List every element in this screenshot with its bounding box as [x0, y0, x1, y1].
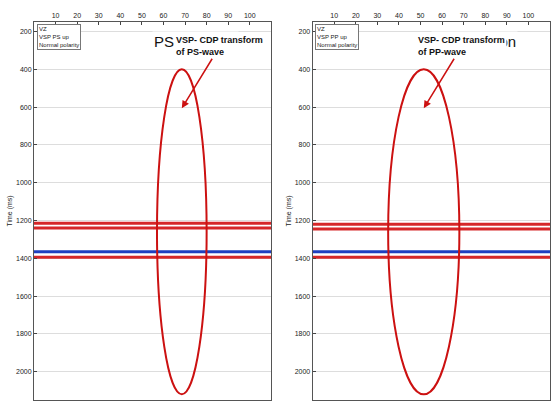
svg-text:VSP- CDP transformof PP-wave: VSP- CDP transformof PP-wave — [418, 35, 505, 57]
svg-text:1000: 1000 — [295, 179, 311, 186]
svg-text:1000: 1000 — [16, 179, 32, 186]
svg-text:VZVSP PS upNormal polarity: VZVSP PS upNormal polarity — [39, 26, 79, 48]
svg-text:1600: 1600 — [295, 293, 311, 300]
svg-text:1200: 1200 — [295, 217, 311, 224]
svg-text:1400: 1400 — [16, 255, 32, 262]
svg-text:200: 200 — [299, 28, 311, 35]
svg-text:100: 100 — [244, 12, 256, 19]
svg-text:30: 30 — [95, 12, 103, 19]
svg-text:1400: 1400 — [295, 255, 311, 262]
svg-text:1200: 1200 — [16, 217, 32, 224]
svg-text:2000: 2000 — [16, 368, 32, 375]
svg-text:70: 70 — [460, 12, 468, 19]
svg-text:40: 40 — [395, 12, 403, 19]
svg-text:PS - Section: PS - Section — [154, 33, 237, 50]
svg-text:400: 400 — [20, 66, 32, 73]
svg-text:30: 30 — [373, 12, 381, 19]
svg-text:800: 800 — [299, 141, 311, 148]
svg-text:20: 20 — [73, 12, 81, 19]
svg-text:80: 80 — [203, 12, 211, 19]
svg-text:2000: 2000 — [295, 368, 311, 375]
svg-text:1800: 1800 — [16, 330, 32, 337]
svg-text:100: 100 — [523, 12, 535, 19]
svg-text:10: 10 — [330, 12, 338, 19]
svg-text:60: 60 — [160, 12, 168, 19]
svg-text:VSP- CDP transformof PS-wave: VSP- CDP transformof PS-wave — [176, 35, 263, 57]
svg-text:90: 90 — [503, 12, 511, 19]
svg-text:200: 200 — [20, 28, 32, 35]
svg-text:40: 40 — [116, 12, 124, 19]
svg-text:20: 20 — [352, 12, 360, 19]
svg-text:1800: 1800 — [295, 330, 311, 337]
svg-text:80: 80 — [481, 12, 489, 19]
svg-text:10: 10 — [52, 12, 60, 19]
svg-text:70: 70 — [181, 12, 189, 19]
svg-text:600: 600 — [20, 104, 32, 111]
svg-text:VZVSP PP upNormal polarity: VZVSP PP upNormal polarity — [317, 26, 357, 48]
svg-text:1600: 1600 — [16, 293, 32, 300]
svg-text:600: 600 — [299, 104, 311, 111]
svg-text:90: 90 — [224, 12, 232, 19]
svg-text:60: 60 — [438, 12, 446, 19]
svg-text:PP - Section: PP - Section — [433, 33, 516, 50]
svg-text:Time (ms): Time (ms) — [285, 195, 293, 226]
svg-text:50: 50 — [417, 12, 425, 19]
svg-text:400: 400 — [299, 66, 311, 73]
svg-text:50: 50 — [138, 12, 146, 19]
svg-text:Time (ms): Time (ms) — [6, 195, 14, 226]
svg-text:800: 800 — [20, 141, 32, 148]
